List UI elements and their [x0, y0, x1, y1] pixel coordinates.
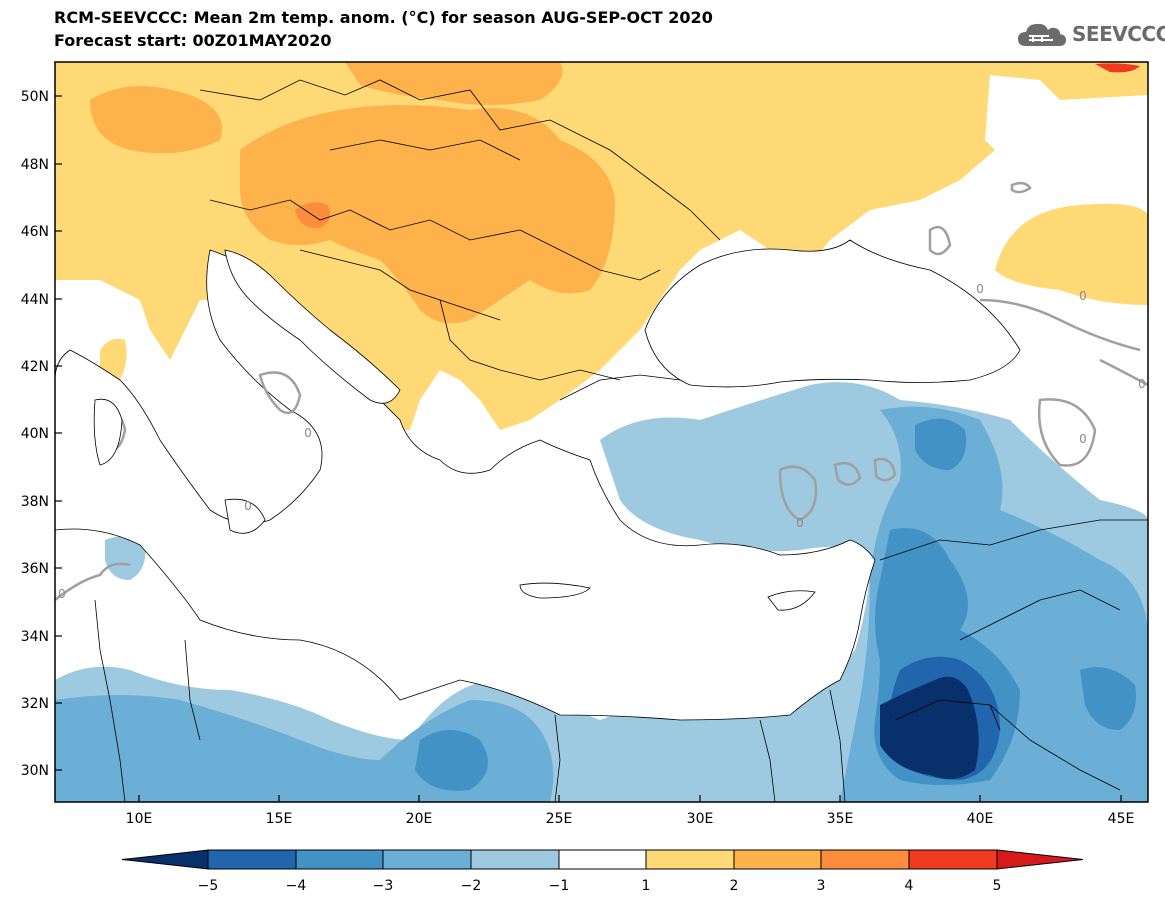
- cold-anomaly-3-4-turkey: [915, 418, 966, 470]
- cold-anomaly-3-4-sahara: [415, 730, 488, 791]
- lon-label: 35E: [827, 811, 854, 827]
- lat-label: 48N: [21, 157, 49, 173]
- colorbar-label: −3: [373, 878, 394, 894]
- zero-contour-label: 0: [976, 282, 984, 296]
- colorbar-label: −5: [198, 878, 219, 894]
- warm-anomaly-4-5: [1095, 63, 1140, 73]
- longitude-axis: 10E 15E 20E 25E 30E 35E 40E 45E: [126, 795, 1135, 827]
- colorbar-label: 2: [730, 878, 739, 894]
- map-title: RCM-SEEVCCC: Mean 2m temp. anom. (°C) fo…: [54, 8, 713, 27]
- zero-contour-label: 0: [1079, 432, 1087, 446]
- colorbar-segment: [558, 849, 647, 870]
- zero-contour-label: 0: [1079, 289, 1087, 303]
- colorbar-segment: [382, 849, 472, 870]
- colorbar-segment: [295, 849, 384, 870]
- map-frame: [54, 61, 1149, 803]
- zero-contour-label: 0: [58, 587, 66, 601]
- colorbar-label: 3: [817, 878, 826, 894]
- lat-label: 46N: [21, 224, 49, 240]
- warm-anomaly-east: [995, 203, 1148, 305]
- mediterranean-sea: [55, 249, 876, 721]
- lon-label: 25E: [546, 811, 573, 827]
- warm-anomaly-2-3: [90, 86, 222, 154]
- lon-label: 20E: [406, 811, 433, 827]
- colorbar-label: −1: [549, 878, 570, 894]
- lat-label: 44N: [21, 292, 49, 308]
- colorbar-min-arrow: [121, 849, 209, 870]
- latitude-axis: 50N 48N 46N 44N 42N 40N 38N 36N 34N 32N 30N: [21, 89, 62, 779]
- colorbar-segment: [820, 849, 910, 870]
- cold-anomaly-tunisia: [105, 536, 146, 580]
- colorbar-max-arrow: [996, 849, 1084, 870]
- black-sea: [644, 239, 1021, 388]
- colorbar-label: −4: [286, 878, 307, 894]
- lon-label: 45E: [1108, 811, 1135, 827]
- colorbar-label: 1: [642, 878, 651, 894]
- lon-label: 15E: [266, 811, 293, 827]
- cold-anomaly-below-5: [880, 676, 979, 779]
- lon-label: 30E: [687, 811, 714, 827]
- colorbar-segment: [470, 849, 560, 870]
- warm-anomaly-2-3-center: [240, 105, 615, 324]
- colorbar-segment: [645, 849, 735, 870]
- colorbar-segment: [908, 849, 998, 870]
- colorbar-segment: [733, 849, 822, 870]
- lon-label: 10E: [126, 811, 153, 827]
- zero-contour-label: 0: [796, 516, 804, 530]
- colorbar-label: −2: [461, 878, 482, 894]
- islands: [93, 398, 816, 611]
- country-borders: [94, 79, 1148, 802]
- adriatic-sea: [224, 249, 401, 404]
- colorbar-segment: [207, 849, 297, 870]
- zero-contour-label: 0: [244, 499, 252, 513]
- lat-label: 40N: [21, 426, 49, 442]
- seevccc-logo: SEEVCCC: [1016, 20, 1165, 48]
- lat-label: 34N: [21, 629, 49, 645]
- zero-contour-label: 0: [304, 426, 312, 440]
- forecast-start-label: Forecast start: 00Z01MAY2020: [54, 31, 332, 50]
- lon-label: 40E: [967, 811, 994, 827]
- lat-label: 38N: [21, 494, 49, 510]
- lat-label: 32N: [21, 696, 49, 712]
- colorbar-label: 4: [905, 878, 914, 894]
- warm-anomaly-corsica: [100, 338, 127, 382]
- lat-label: 36N: [21, 561, 49, 577]
- zero-contour-label: 0: [1138, 377, 1146, 391]
- lat-label: 42N: [21, 359, 49, 375]
- warm-anomaly-north: [345, 62, 563, 105]
- cloud-icon: [1018, 23, 1066, 46]
- colorbar-label: 5: [993, 878, 1002, 894]
- map-plot-area: [55, 62, 1148, 802]
- lat-label: 50N: [21, 89, 49, 105]
- lat-label: 30N: [21, 763, 49, 779]
- logo-text: SEEVCCC: [1072, 22, 1165, 46]
- cold-anomaly-3-4-east: [1080, 667, 1136, 730]
- colorbar: −5 −4 −3 −2 −1 1 2 3 4 5: [121, 849, 1084, 894]
